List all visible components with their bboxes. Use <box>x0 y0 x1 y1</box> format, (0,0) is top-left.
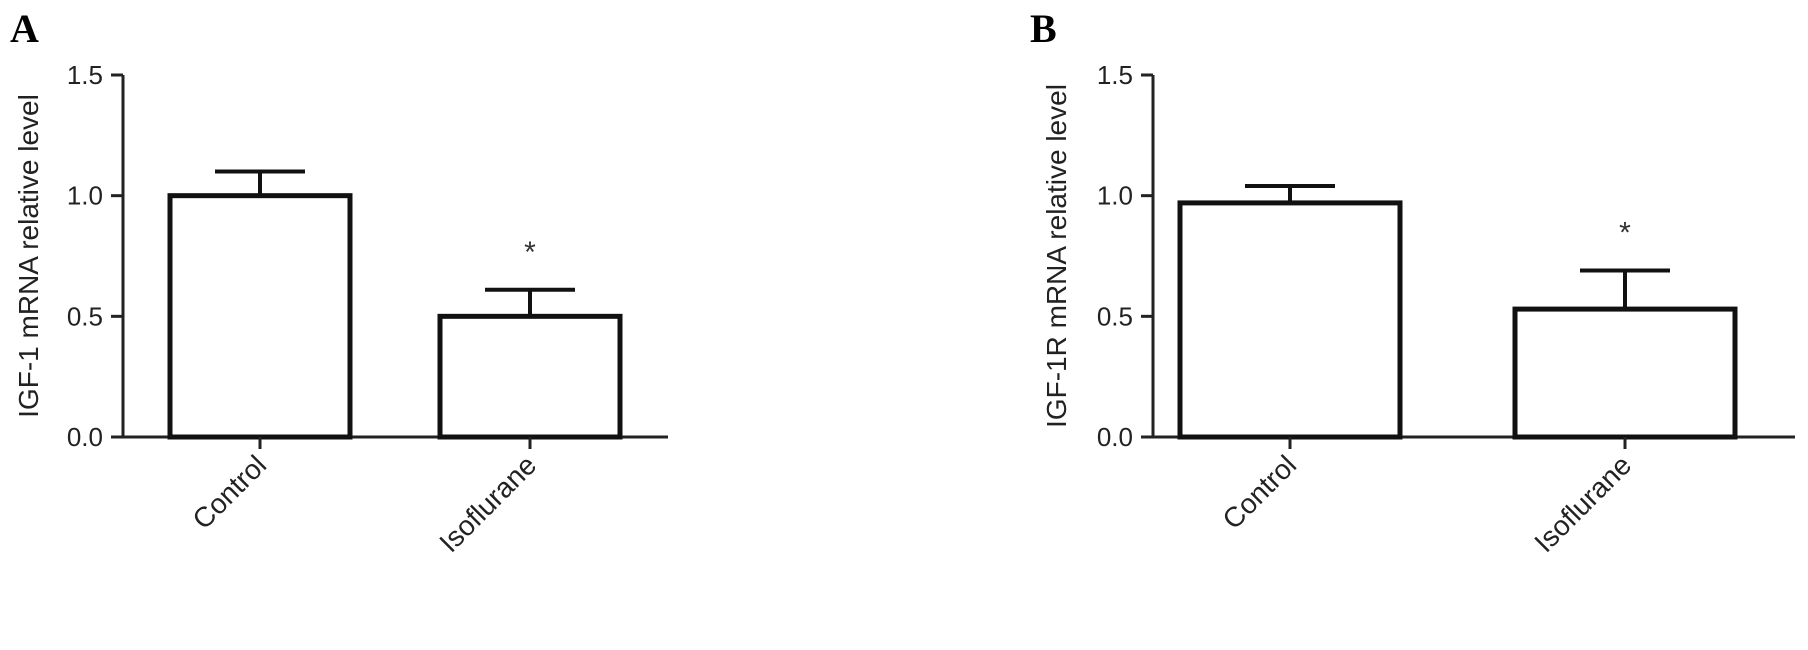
y-tick-label: 1.0 <box>1097 181 1133 211</box>
bar-isoflurane <box>1512 306 1738 440</box>
panel-letter: A <box>10 6 39 51</box>
x-tick-label: Isoflurane <box>433 449 542 558</box>
y-tick-label: 0.0 <box>1097 422 1133 452</box>
x-tick-label: Isoflurane <box>1528 449 1637 558</box>
y-tick-label: 1.5 <box>67 60 103 90</box>
chart-panel-b: B IGF-1R mRNA relative level 0.0 0.5 1.0 1.5 C… <box>1030 6 1795 558</box>
y-axis-title: IGF-1 mRNA relative level <box>13 94 44 418</box>
x-tick-label: Control <box>186 449 272 535</box>
y-tick-label: 0.5 <box>1097 301 1133 331</box>
y-axis-title: IGF-1R mRNA relative level <box>1041 84 1072 428</box>
panel-letter: B <box>1030 6 1057 51</box>
y-tick-label: 1.5 <box>1097 60 1133 90</box>
significance-marker: * <box>524 236 536 269</box>
significance-marker: * <box>1619 216 1631 249</box>
bar-control <box>167 193 353 440</box>
bar-isoflurane <box>437 313 623 440</box>
y-tick-label: 0.5 <box>67 301 103 331</box>
chart-panel-a: A IGF-1 mRNA relative level 0.0 0.5 1.0 1.5 Co… <box>10 6 668 558</box>
bar-control <box>1177 200 1403 440</box>
x-tick-label: Control <box>1216 449 1302 535</box>
y-tick-label: 0.0 <box>67 422 103 452</box>
y-tick-label: 1.0 <box>67 181 103 211</box>
